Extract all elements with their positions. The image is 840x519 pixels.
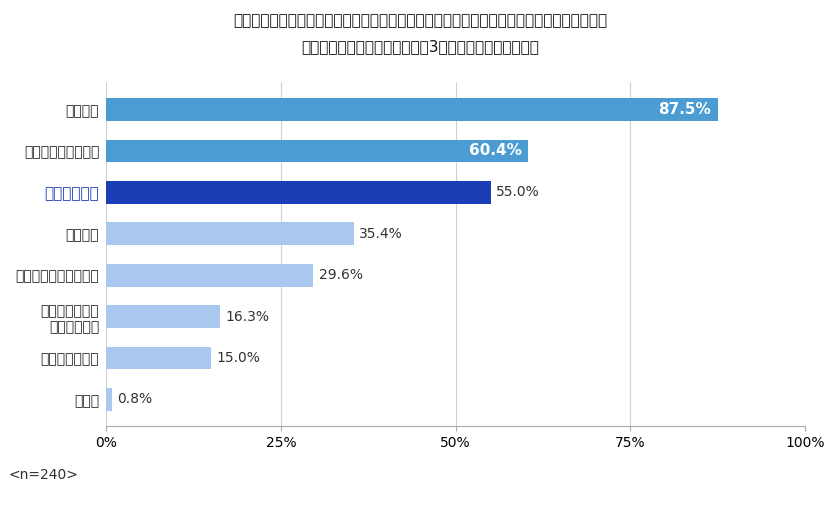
Text: 16.3%: 16.3% [226, 310, 270, 324]
Text: 0.8%: 0.8% [118, 392, 152, 406]
Bar [106, 181, 491, 204]
Text: 60.4%: 60.4% [469, 143, 522, 158]
Text: 55.0%: 55.0% [496, 185, 540, 199]
Bar [106, 388, 112, 411]
Text: <n=240>: <n=240> [8, 468, 78, 482]
Text: 男性の顔周りの身だしなみで、「これはしっかりやってほしい！」と思うのはどれですか？: 男性の顔周りの身だしなみで、「これはしっかりやってほしい！」と思うのはどれですか… [233, 13, 607, 28]
Bar [106, 140, 528, 162]
Bar [106, 98, 718, 121]
Text: 87.5%: 87.5% [658, 102, 711, 117]
Text: 重要だと思うもののうち、上位3つを選択してください。: 重要だと思うもののうち、上位3つを選択してください。 [301, 39, 539, 54]
Bar [106, 305, 220, 328]
Bar [106, 347, 211, 370]
Text: 29.6%: 29.6% [318, 268, 363, 282]
Bar [106, 222, 354, 245]
Text: 35.4%: 35.4% [360, 227, 403, 241]
Bar [106, 264, 313, 286]
Text: 15.0%: 15.0% [217, 351, 260, 365]
